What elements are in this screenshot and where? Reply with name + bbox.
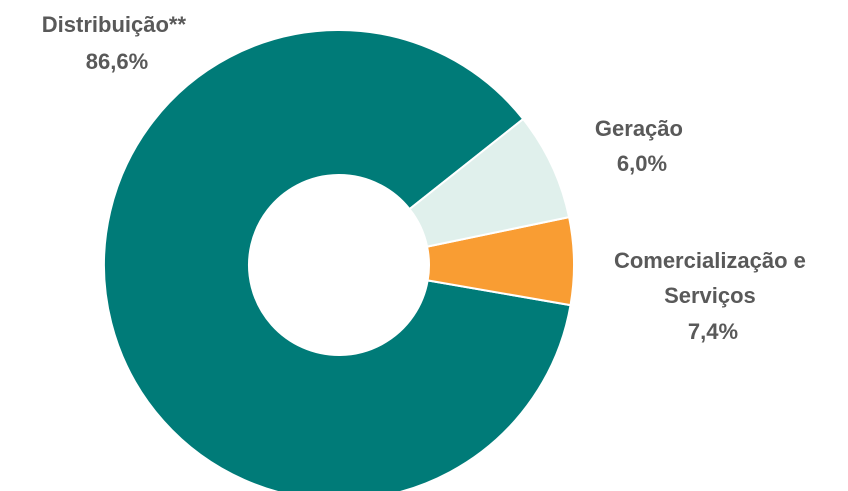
label-comercializacao-value: 7,4% — [688, 319, 738, 344]
label-geracao: Geração 6,0% — [595, 116, 689, 176]
label-distribuicao: Distribuição** 86,6% — [42, 12, 192, 74]
label-comercializacao-line2: Serviços — [664, 283, 756, 308]
donut-slices — [103, 29, 575, 491]
label-distribuicao-value: 86,6% — [86, 49, 148, 74]
label-comercializacao: Comercialização e Serviços 7,4% — [614, 248, 812, 344]
label-comercializacao-line1: Comercialização e — [614, 248, 806, 273]
label-distribuicao-name: Distribuição** — [42, 12, 187, 37]
label-geracao-value: 6,0% — [617, 151, 667, 176]
label-geracao-name: Geração — [595, 116, 683, 141]
slice-comercializacao — [408, 117, 571, 248]
slice-distribuicao — [103, 29, 572, 491]
